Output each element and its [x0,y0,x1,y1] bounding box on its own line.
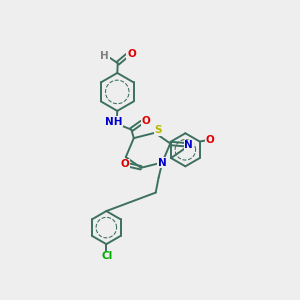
Text: N: N [158,158,167,168]
Text: H: H [100,51,109,61]
Text: N: N [184,140,193,150]
Text: O: O [127,49,136,59]
Text: Cl: Cl [101,251,112,261]
Text: NH: NH [105,117,123,127]
Text: S: S [154,125,162,135]
Text: O: O [141,116,150,126]
Text: O: O [206,135,214,145]
Text: O: O [121,159,130,169]
